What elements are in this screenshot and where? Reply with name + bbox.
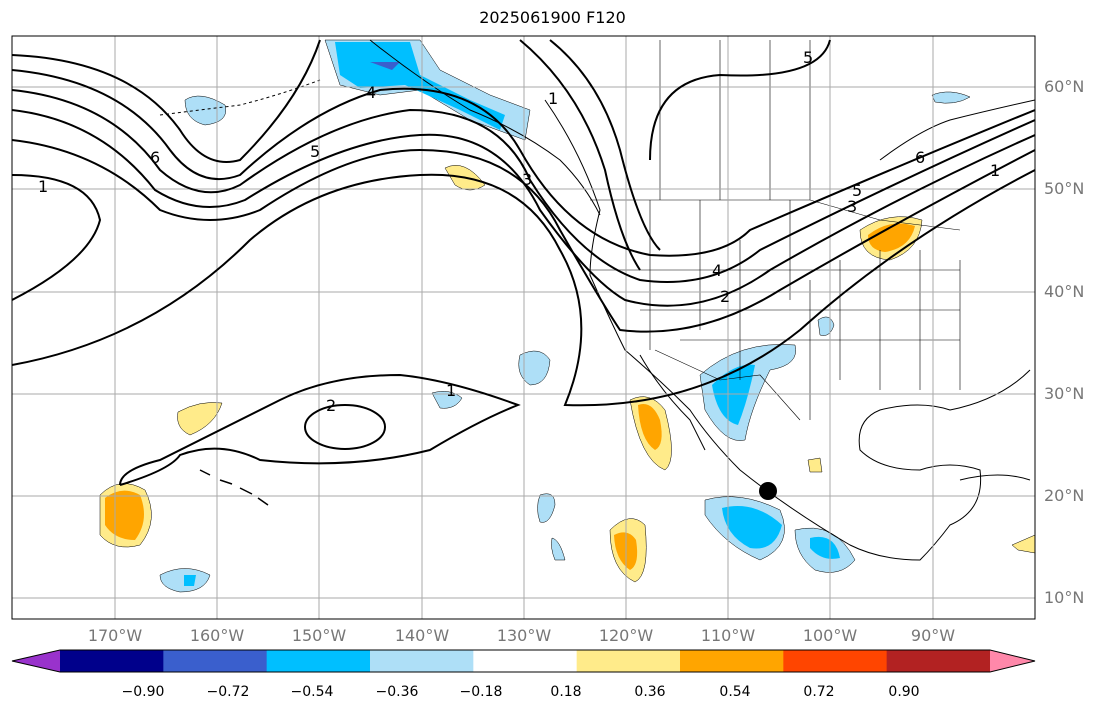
hawaii-islands (199, 469, 269, 506)
hudson-coast (879, 99, 1035, 161)
coastline-layer (159, 39, 1035, 561)
colorbar-outline (11, 649, 1036, 673)
colorbar-extend-max (990, 650, 1035, 672)
border-layer (590, 40, 961, 421)
lon-label: 150°W (291, 626, 347, 645)
positive-anomaly-hawaii-nw (177, 402, 223, 436)
contour-label: 5 (852, 181, 862, 200)
contour-label: 3 (847, 197, 857, 216)
lat-label: 50°N (1044, 179, 1085, 198)
contour-label: 4 (712, 261, 722, 280)
contour-3 (12, 109, 1035, 307)
negative-anomaly-alaska-deep (370, 62, 400, 70)
colorbar-cell (886, 650, 991, 672)
north-america-coast (544, 99, 1031, 561)
lat-label: 40°N (1044, 282, 1085, 301)
contour-canada-5 (649, 39, 831, 161)
contour-label: 2 (326, 396, 336, 415)
colorbar (11, 649, 1036, 673)
negative-anomaly-small1 (537, 493, 556, 523)
colorbar-cell (473, 650, 578, 672)
negative-anomaly-bering (184, 95, 227, 126)
contour-label: 5 (310, 142, 320, 161)
negative-anomaly-pacific-mx-core (722, 506, 782, 549)
colorbar-cell (163, 650, 268, 672)
lon-label: 100°W (802, 626, 858, 645)
colorbar-tick: −0.18 (459, 684, 503, 700)
contour-label: 3 (522, 170, 532, 189)
contour-alaska-1 (549, 39, 661, 251)
positive-anomaly-gulf (807, 457, 823, 473)
colorbar-cell (783, 650, 888, 672)
negative-anomaly-guerrero-core (810, 536, 840, 559)
contour-label: 2 (720, 287, 730, 306)
lat-label: 60°N (1044, 77, 1085, 96)
colorbar-tick: 0.36 (634, 684, 666, 700)
contour-outer (12, 169, 1035, 407)
alaska-coast (369, 39, 601, 216)
gridlines (12, 36, 1035, 619)
contour-subtropical-2 (304, 404, 386, 450)
contour-label: 6 (150, 148, 160, 167)
colorbar-cell (370, 650, 474, 672)
lon-label: 90°W (910, 626, 956, 645)
contour-1-west (12, 174, 102, 301)
contour-subtropical-1 (119, 373, 521, 486)
contour-label: 1 (990, 161, 1000, 180)
contour-6 (12, 39, 321, 163)
lon-label: 110°W (700, 626, 756, 645)
lon-label: 140°W (394, 626, 450, 645)
contour-5 (12, 69, 1035, 257)
contour-label: 1 (548, 89, 558, 108)
contour-label: 4 (366, 83, 376, 102)
lat-label: 20°N (1044, 486, 1085, 505)
lon-label: 160°W (189, 626, 245, 645)
cuba (959, 474, 1031, 481)
negative-anomaly-small2 (551, 537, 566, 561)
lon-label: 120°W (598, 626, 654, 645)
colorbar-tick: 0.54 (719, 684, 751, 700)
canada-provinces (659, 40, 811, 200)
anomaly-fill-layer (99, 39, 1035, 593)
lat-label: 10°N (1044, 588, 1085, 607)
colorbar-cell (576, 650, 681, 672)
baja-coast (639, 354, 706, 451)
negative-anomaly-hawaii-s-core (184, 575, 196, 586)
positive-anomaly-greatlakes-core (868, 223, 915, 252)
colorbar-tick: 0.18 (550, 684, 582, 700)
positive-anomaly-baja-core (638, 404, 662, 450)
colorbar-tick: −0.54 (290, 684, 334, 700)
colorbar-tick: −0.72 (206, 684, 250, 700)
negative-anomaly-gulf-ak (431, 391, 463, 409)
lon-label: 170°W (87, 626, 143, 645)
contour-label: 1 (38, 177, 48, 196)
lat-label: 30°N (1044, 384, 1085, 403)
contour-label-layer: 1 6 5 4 1 3 5 6 1 5 3 4 2 2 1 (38, 48, 1000, 415)
colorbar-tick: −0.36 (375, 684, 419, 700)
lon-label: 130°W (496, 626, 552, 645)
contour-layer (12, 39, 1035, 486)
map-frame (11, 35, 1036, 620)
colorbar-cell (60, 650, 164, 672)
colorbar-cell (680, 650, 784, 672)
negative-anomaly-midwest (817, 316, 835, 336)
contour-label: 6 (915, 148, 925, 167)
negative-anomaly-offshore (518, 350, 551, 386)
colorbar-extend-min (12, 650, 60, 672)
contour-label: 5 (803, 48, 813, 67)
colorbar-tick: 0.72 (803, 684, 835, 700)
state-lines (590, 200, 961, 420)
aleutians (159, 79, 321, 116)
colorbar-tick: −0.90 (121, 684, 165, 700)
contour-label: 1 (446, 381, 456, 400)
positive-anomaly-caribbean (1011, 534, 1035, 554)
contour-4 (12, 89, 1035, 283)
colorbar-tick: 0.90 (888, 684, 920, 700)
contour-alaska-2 (519, 39, 641, 271)
map-title: 2025061900 F120 (479, 8, 626, 27)
negative-anomaly-canada (931, 91, 971, 104)
colorbar-cell (266, 650, 371, 672)
location-marker (759, 482, 777, 500)
